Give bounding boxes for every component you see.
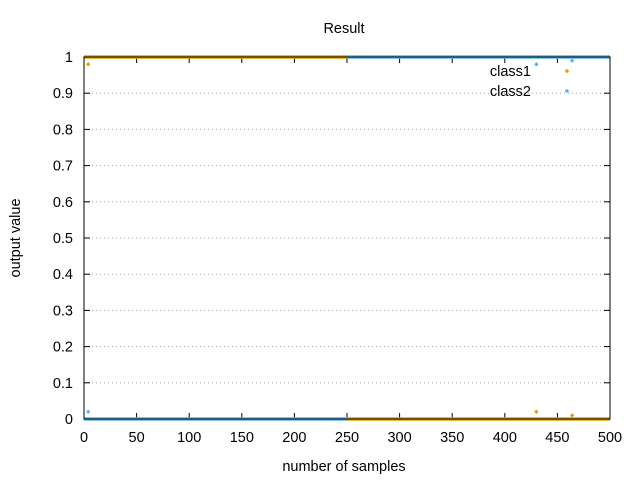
y-tick-label: 0.4 (53, 267, 73, 283)
legend: class1 class2 (490, 64, 570, 100)
grid-lines (84, 92, 610, 384)
data-point-class1 (569, 413, 575, 418)
series-class2 (84, 55, 610, 421)
x-tick-label: 450 (545, 430, 569, 446)
data-point-class2 (86, 409, 91, 414)
y-tick-label: 0.6 (53, 195, 73, 211)
x-tick-label: 350 (440, 430, 464, 446)
x-tick-label: 400 (493, 430, 517, 446)
legend-marker-class2 (564, 88, 570, 94)
y-tick-label: 0.7 (53, 159, 73, 175)
x-tick-label: 50 (129, 430, 145, 446)
y-tick-label: 1 (65, 50, 73, 66)
plot-frame (83, 56, 611, 420)
legend-marker-class1 (564, 68, 570, 74)
y-tick-label: 0.3 (53, 303, 73, 319)
y-tick-label: 0.9 (53, 86, 73, 102)
data-point-class2 (534, 62, 539, 67)
y-axis-label: output value (8, 198, 24, 277)
legend-label-class2: class2 (490, 84, 531, 100)
x-tick-label: 150 (230, 430, 254, 446)
y-tick-label: 0.1 (53, 376, 73, 392)
y-tick-label: 0.5 (53, 231, 73, 247)
data-point-class1 (86, 62, 91, 67)
x-tick-label: 500 (598, 430, 622, 446)
data-point-class1 (534, 409, 539, 414)
axis-ticks: 0 0.1 0.2 0.3 0.4 0.5 0.6 0.7 0.8 0.9 1 0 50 100 150 20… (53, 50, 622, 446)
y-tick-label: 0 (65, 412, 73, 428)
x-tick-label: 200 (282, 430, 306, 446)
chart-title: Result (323, 21, 364, 37)
plot-data (84, 55, 610, 421)
data-point-class2 (569, 58, 575, 63)
x-tick-label: 0 (80, 430, 88, 446)
y-tick-label: 0.2 (53, 340, 73, 356)
x-axis-label: number of samples (282, 459, 405, 475)
x-tick-label: 300 (387, 430, 411, 446)
x-tick-label: 100 (177, 430, 201, 446)
legend-label-class1: class1 (490, 64, 531, 80)
x-tick-label: 250 (335, 430, 359, 446)
series-class1 (84, 55, 610, 421)
y-tick-label: 0.8 (53, 122, 73, 138)
